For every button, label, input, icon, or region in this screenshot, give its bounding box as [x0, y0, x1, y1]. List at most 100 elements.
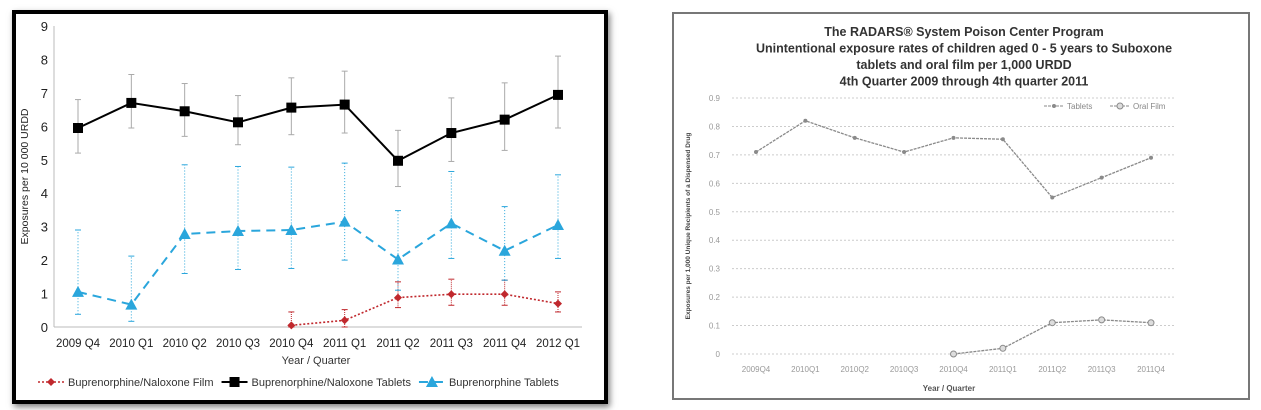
data-point [178, 228, 191, 240]
data-point [498, 244, 511, 256]
y-axis-title: Exposures per 1,000 Unique Recipients of… [685, 133, 692, 320]
left-chart: 0 1 2 3 4 5 6 7 8 9 2009 Q4 2010 Q1 2010 Q2 2010 Q3 20… [19, 19, 582, 389]
data-point [1147, 319, 1155, 327]
x-tick-label: 2010Q2 [841, 365, 870, 374]
data-point [285, 224, 298, 236]
y-tick-label: 0.4 [709, 236, 721, 245]
data-point [554, 299, 562, 308]
x-tick-label: 2010 Q3 [216, 338, 260, 350]
chart-title-line: Unintentional exposure rates of children… [756, 42, 1172, 56]
y-tick-label: 0 [41, 320, 48, 335]
legend-label: Buprenorphine/Naloxone Tablets [252, 377, 412, 389]
data-point [1099, 175, 1104, 180]
x-tick-label: 2010Q1 [791, 365, 820, 374]
data-point [445, 217, 458, 229]
data-point [393, 155, 403, 166]
y-tick-label: 0.6 [709, 179, 721, 188]
y-tick-label: 1 [41, 287, 48, 302]
x-tick-label: 2010 Q2 [163, 338, 207, 350]
x-tick-label: 2011 Q4 [483, 338, 527, 350]
data-point [950, 350, 957, 358]
data-point [233, 117, 243, 128]
x-axis-title: Year / Quarter [923, 384, 975, 393]
right-chart-panel: The RADARS® System Poison Center Program… [672, 12, 1250, 400]
legend-marker [47, 378, 55, 386]
data-point [803, 118, 808, 123]
x-tick-label: 2010 Q1 [109, 338, 153, 350]
data-point [1149, 155, 1153, 160]
left-chart-panel: 0 1 2 3 4 5 6 7 8 9 2009 Q4 2010 Q1 2010 Q2 2010 Q3 20… [12, 10, 608, 404]
legend-label: Buprenorphine/Naloxone Film [68, 377, 214, 389]
chart-title-line: 4th Quarter 2009 through 4th quarter 201… [840, 75, 1089, 89]
y-axis-title: Exposures per 10 000 URDD [19, 108, 31, 244]
data-point [499, 114, 510, 125]
data-point [446, 128, 457, 139]
data-point [126, 97, 137, 108]
data-point [951, 135, 956, 140]
legend-label: Buprenorphine Tablets [449, 377, 559, 389]
data-point [394, 293, 402, 302]
data-point [338, 215, 351, 227]
legend-marker [425, 376, 438, 387]
data-point [1048, 319, 1056, 327]
data-point [339, 99, 350, 110]
y-tick-label: 8 [41, 52, 48, 67]
y-tick-label: 4 [41, 186, 48, 201]
y-tick-label: 0.3 [709, 265, 721, 274]
data-point [72, 285, 84, 297]
data-point [852, 135, 857, 140]
x-tick-label: 2011Q2 [1038, 365, 1066, 374]
series-line-0 [291, 293, 559, 327]
data-point [73, 123, 83, 134]
x-tick-label: 2010Q3 [890, 365, 919, 374]
y-tick-label: 6 [41, 119, 48, 134]
chart-title-line: tablets and oral film per 1,000 URDD [856, 58, 1071, 72]
data-point [999, 344, 1007, 352]
y-tick-label: 7 [41, 86, 48, 101]
data-point [1050, 195, 1055, 200]
data-point [287, 321, 296, 330]
x-tick-label: 2011Q4 [1137, 365, 1165, 374]
x-tick-label: 2010Q4 [939, 365, 968, 374]
x-tick-label: 2010 Q4 [269, 338, 314, 350]
y-tick-label: 0.2 [709, 293, 721, 302]
data-point [286, 102, 297, 113]
data-point [754, 150, 758, 155]
x-tick-label: 2011Q3 [1088, 365, 1116, 374]
legend-label: Tablets [1067, 102, 1092, 111]
x-tick-label: 2011 Q1 [323, 338, 366, 350]
x-tick-label: 2009Q4 [742, 365, 771, 374]
y-tick-label: 2 [41, 253, 48, 268]
data-point [340, 316, 349, 325]
y-tick-label: 9 [41, 19, 48, 34]
y-tick-label: 3 [41, 220, 48, 235]
x-tick-label: 2011Q1 [989, 365, 1017, 374]
series-line-2 [77, 220, 559, 306]
x-tick-label: 2011 Q3 [430, 338, 473, 350]
data-point [179, 106, 190, 117]
data-point [232, 225, 244, 237]
x-axis-title: Year / Quarter [282, 355, 351, 367]
legend-marker [229, 377, 240, 387]
y-tick-label: 0.8 [709, 122, 721, 131]
data-point [125, 298, 138, 310]
right-chart: The RADARS® System Poison Center Program… [685, 25, 1176, 393]
data-point [902, 150, 907, 155]
x-tick-label: 2009 Q4 [56, 338, 101, 350]
y-tick-label: 0.5 [709, 208, 721, 217]
data-point [1098, 316, 1106, 324]
y-tick-label: 0.9 [709, 94, 721, 103]
data-point [1000, 137, 1005, 142]
y-tick-label: 0.1 [709, 322, 721, 331]
x-tick-label: 2011 Q2 [376, 338, 419, 350]
data-point [552, 218, 564, 230]
legend-marker [1052, 104, 1056, 108]
y-tick-label: 0 [716, 350, 721, 359]
data-point [500, 290, 509, 299]
legend-marker [1116, 102, 1124, 110]
data-point [553, 89, 563, 100]
chart-title-line: The RADARS® System Poison Center Program [824, 25, 1103, 39]
data-point [447, 290, 456, 299]
x-tick-label: 2012 Q1 [536, 338, 580, 350]
legend-label: Oral Film [1133, 102, 1166, 111]
